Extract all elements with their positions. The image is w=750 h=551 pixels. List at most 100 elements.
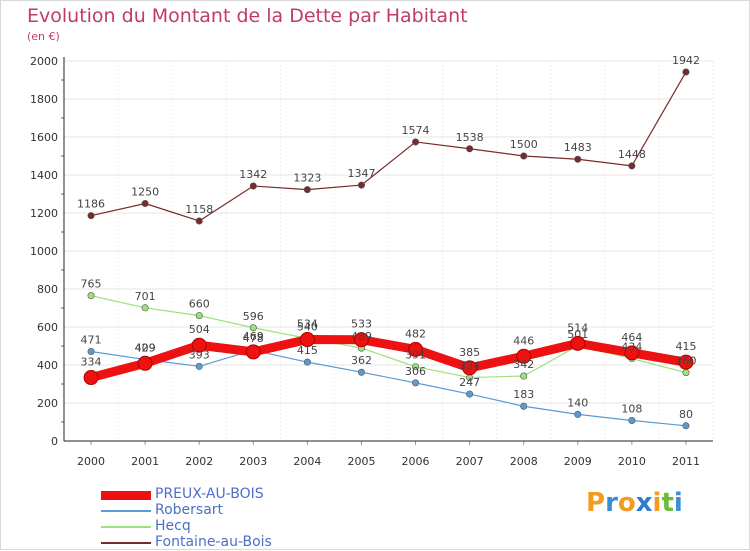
data-label-hecq: 540 [297,320,318,333]
y-tick-label: 1400 [30,169,58,182]
data-label-hecq: 434 [621,341,642,354]
data-point-fontaine-au-bois [628,162,636,170]
data-label-fontaine-au-bois: 1347 [347,167,375,180]
data-label-hecq: 489 [351,330,372,343]
data-point-fontaine-au-bois [682,68,690,76]
data-point-robersart [574,410,582,418]
legend-label: Robersart [155,502,224,518]
x-tick-label: 2003 [239,455,267,468]
data-label-robersart: 108 [621,402,642,415]
data-label-preux-au-bois: 533 [351,318,372,331]
data-point-fontaine-au-bois [574,155,582,163]
data-label-fontaine-au-bois: 1448 [618,148,646,161]
data-point-preux-au-bois [299,332,315,348]
logo-letter: i [673,488,683,518]
data-label-preux-au-bois: 469 [243,330,264,343]
data-label-hecq: 701 [135,290,156,303]
data-point-robersart [520,402,528,410]
x-tick-label: 2009 [564,455,592,468]
x-tick-label: 2011 [672,455,700,468]
data-label-robersart: 183 [513,388,534,401]
y-tick-label: 600 [37,321,58,334]
x-tick-label: 2007 [456,455,484,468]
logo-letter: o [617,488,636,518]
data-point-preux-au-bois [462,360,478,376]
data-label-robersart: 306 [405,365,426,378]
data-point-hecq [195,312,203,320]
data-point-hecq [682,369,690,377]
y-tick-label: 0 [51,435,58,448]
data-point-preux-au-bois [516,348,532,364]
x-tick-label: 2008 [510,455,538,468]
y-tick-label: 2000 [30,55,58,68]
data-label-preux-au-bois: 385 [459,346,480,359]
data-label-hecq: 391 [405,349,426,362]
legend-swatch [101,542,151,544]
data-labels-layer: 1186 1250 1158 1342 1323 1347 1574 1538 1500 1483… [77,54,700,421]
data-point-preux-au-bois [137,355,153,371]
y-tick-label: 800 [37,283,58,296]
legend-swatch [101,510,151,512]
series-layer [83,68,694,430]
series-robersart [87,346,690,430]
data-point-preux-au-bois [83,370,99,386]
data-label-preux-au-bois: 446 [513,334,534,347]
data-point-preux-au-bois [570,335,586,351]
y-tick-label: 1800 [30,93,58,106]
data-point-fontaine-au-bois [249,182,257,190]
data-label-robersart: 415 [297,344,318,357]
data-point-preux-au-bois [624,345,640,361]
data-point-preux-au-bois [678,354,694,370]
data-point-fontaine-au-bois [141,200,149,208]
data-point-fontaine-au-bois [466,145,474,153]
data-label-preux-au-bois: 514 [567,321,588,334]
y-tick-label: 1200 [30,207,58,220]
proxiti-logo: Proxiti [586,488,683,518]
data-label-preux-au-bois: 482 [405,327,426,340]
data-label-robersart: 247 [459,376,480,389]
logo-letter: i [652,488,662,518]
data-label-robersart: 429 [135,341,156,354]
series-preux-au-bois [83,332,694,386]
y-tick-label: 1000 [30,245,58,258]
data-point-preux-au-bois [408,341,424,357]
data-point-hecq [249,324,257,332]
data-point-fontaine-au-bois [195,217,203,225]
data-label-fontaine-au-bois: 1538 [456,131,484,144]
data-label-robersart: 478 [243,332,264,345]
data-label-robersart: 393 [189,348,210,361]
data-point-hecq [141,304,149,312]
y-tick-label: 1600 [30,131,58,144]
series-line-robersart [90,349,687,427]
x-tick-label: 2002 [185,455,213,468]
legend-swatch [101,490,151,500]
data-point-preux-au-bois [353,332,369,348]
data-label-fontaine-au-bois: 1500 [510,138,538,151]
grid-lines [63,60,714,442]
axes: 0 200 400 600 800 1000 1200 1400 1600 1800 2000 200… [30,55,713,468]
data-point-hecq [87,292,95,300]
data-point-robersart [682,422,690,430]
logo-letter: r [605,488,618,518]
logo-letter: P [586,488,606,518]
data-label-fontaine-au-bois: 1574 [402,124,430,137]
data-label-robersart: 140 [567,396,588,409]
data-label-fontaine-au-bois: 1186 [77,198,105,211]
chart-title: Evolution du Montant de la Dette par Hab… [27,5,468,27]
data-point-fontaine-au-bois [303,186,311,194]
y-tick-label: 200 [37,397,58,410]
logo-letter: t [661,488,674,518]
data-label-preux-au-bois: 334 [81,356,102,369]
data-point-fontaine-au-bois [520,152,528,160]
logo-letter: x [635,488,653,518]
x-tick-label: 2001 [131,455,159,468]
data-label-hecq: 342 [513,358,534,371]
x-tick-label: 2000 [77,455,105,468]
data-label-hecq: 765 [81,278,102,291]
data-label-preux-au-bois: 415 [675,340,696,353]
data-label-fontaine-au-bois: 1342 [239,168,267,181]
data-label-fontaine-au-bois: 1158 [185,203,213,216]
data-point-fontaine-au-bois [87,212,95,220]
x-tick-label: 2004 [293,455,321,468]
